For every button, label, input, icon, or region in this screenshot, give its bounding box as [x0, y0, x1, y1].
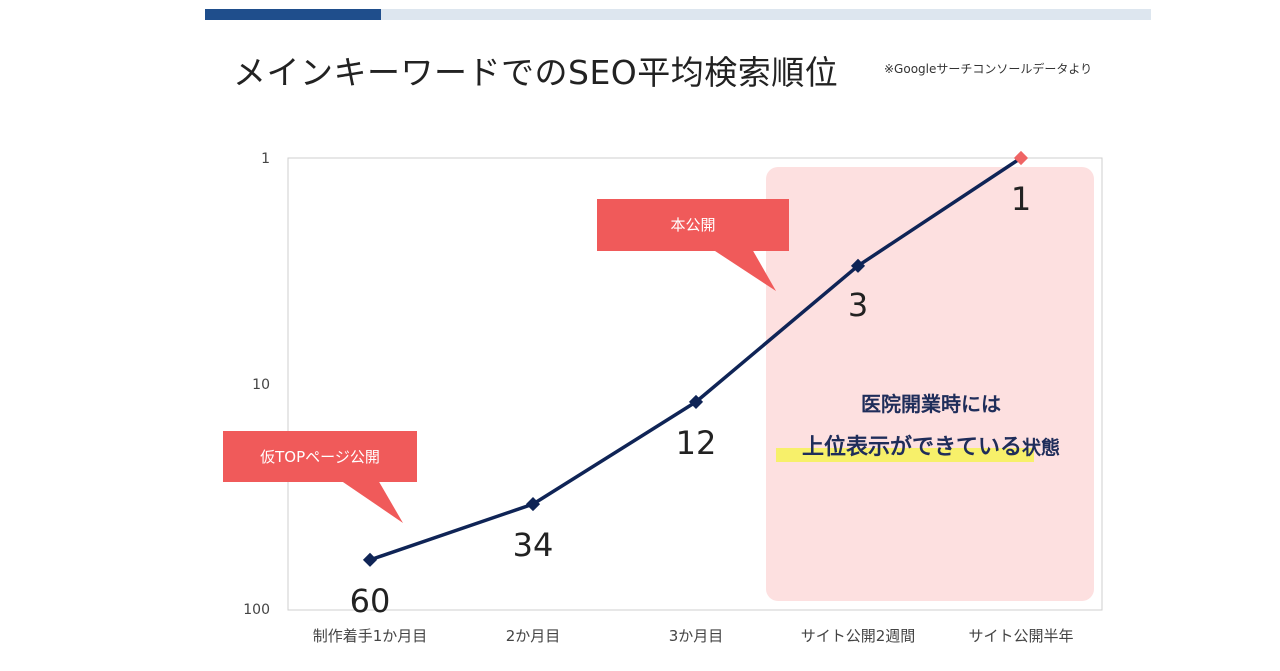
- highlight-region: [766, 167, 1094, 601]
- y-tick-label: 10: [252, 377, 270, 393]
- data-label: 34: [513, 526, 554, 564]
- data-label: 12: [676, 424, 717, 462]
- plot-frame: [287, 157, 1103, 611]
- callout-pointer: [340, 480, 403, 523]
- callout-box: [597, 199, 789, 251]
- data-point-marker: [525, 497, 541, 512]
- callout-provisional-launch: 仮TOPページ公開: [223, 431, 417, 523]
- callout-label: 本公開: [670, 216, 715, 234]
- data-point-marker: [362, 552, 378, 567]
- chart-title: メインキーワードでのSEO平均検索順位: [233, 53, 839, 92]
- data-point-marker: [850, 258, 866, 273]
- highlight-emphasis: 上位表示ができている: [802, 434, 1022, 460]
- data-label: 60: [350, 582, 391, 620]
- callout-box: [223, 431, 417, 482]
- highlight-rest: 状態: [1022, 436, 1060, 459]
- top-progress-bar: [205, 9, 1151, 20]
- callout-label: 仮TOPページ公開: [260, 448, 380, 466]
- callout-official-launch: 本公開: [597, 199, 789, 291]
- x-tick-label: 3か月目: [669, 627, 724, 645]
- y-tick-label: 1: [261, 151, 270, 167]
- x-tick-label: 2か月目: [506, 627, 561, 645]
- source-note: ※Googleサーチコンソールデータより: [884, 62, 1093, 76]
- x-tick-label: 制作着手1か月目: [313, 627, 428, 645]
- data-point-marker: [688, 394, 704, 409]
- data-point-marker: [1013, 150, 1029, 166]
- data-markers: [362, 150, 1029, 567]
- progress-bar-fill: [205, 9, 381, 20]
- callout-pointer: [712, 249, 776, 291]
- y-tick-label: 100: [243, 602, 270, 618]
- highlight-text-line1: 医院開業時には: [861, 392, 1001, 416]
- x-tick-label: サイト公開2週間: [801, 627, 916, 645]
- data-label: 1: [1011, 180, 1031, 218]
- data-label: 3: [848, 286, 868, 324]
- x-tick-label: サイト公開半年: [968, 627, 1073, 645]
- highlight-underline: [776, 448, 1034, 462]
- highlight-text-line2: 上位表示ができている状態: [802, 434, 1060, 460]
